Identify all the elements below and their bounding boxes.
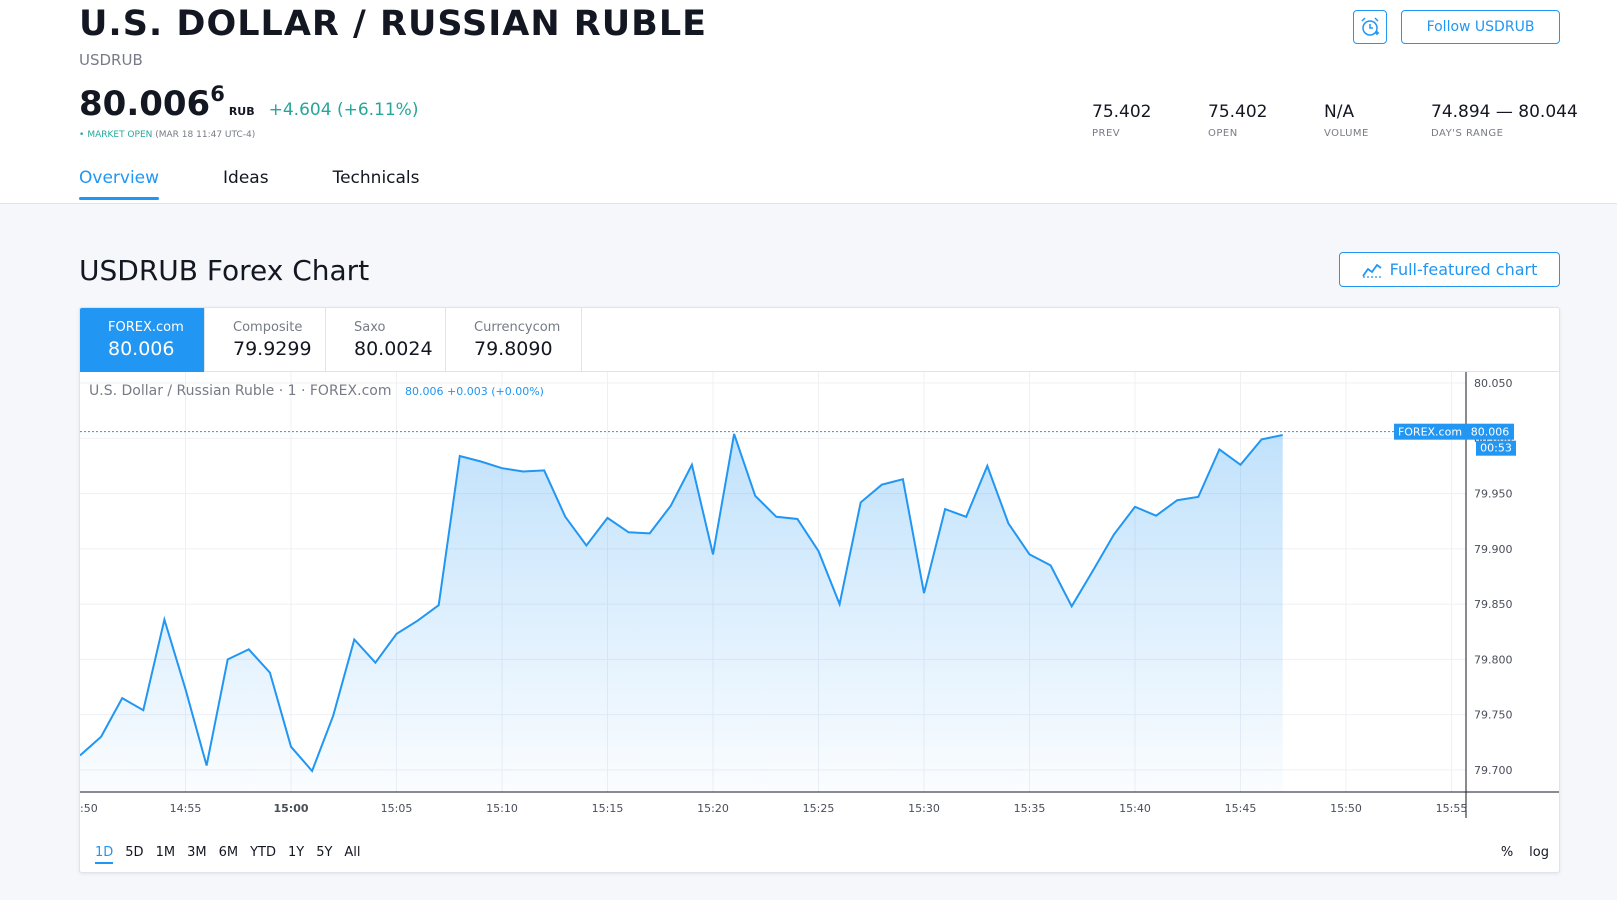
- price-tick-label: 79.850: [1474, 598, 1513, 611]
- last-price-tag-source: FOREX.com: [1398, 426, 1462, 439]
- range-5y[interactable]: 5Y: [316, 845, 333, 860]
- range-ytd[interactable]: YTD: [250, 845, 276, 860]
- stat-label: DAY'S RANGE: [1431, 128, 1504, 139]
- time-tick-label: :50: [80, 802, 98, 815]
- add-alert-button[interactable]: [1353, 10, 1387, 44]
- price-tick-label: 79.800: [1474, 653, 1513, 666]
- price-tick-label: 79.950: [1474, 488, 1513, 501]
- source-price: 79.9299: [233, 338, 312, 360]
- time-tick-label: 14:55: [170, 802, 202, 815]
- full-featured-chart-label: Full-featured chart: [1389, 260, 1538, 279]
- range-1m[interactable]: 1M: [155, 845, 176, 860]
- chart-line-icon: [1361, 263, 1382, 278]
- chart-section-title: USDRUB Forex Chart: [79, 254, 370, 287]
- price-tick-label: 80.050: [1474, 377, 1513, 390]
- stat-label: PREV: [1092, 128, 1121, 139]
- source-name: Composite: [233, 320, 303, 335]
- time-tick-label: 15:20: [697, 802, 729, 815]
- source-price: 80.0024: [354, 338, 433, 360]
- price-tick-label: 79.700: [1474, 764, 1513, 777]
- source-price: 79.8090: [474, 338, 553, 360]
- range-1y[interactable]: 1Y: [287, 845, 305, 860]
- price-currency: RUB: [228, 105, 255, 118]
- stat-prev: 75.402 PREV: [1092, 102, 1151, 139]
- source-name: Saxo: [354, 320, 386, 335]
- source-tab-forexcom[interactable]: FOREX.com 80.006: [80, 308, 205, 372]
- range-1d[interactable]: 1D: [95, 845, 114, 864]
- last-price-sup: 6: [210, 82, 225, 106]
- stat-open: 75.402 OPEN: [1208, 102, 1267, 139]
- source-price: 80.006: [108, 338, 175, 360]
- time-tick-label: 15:50: [1330, 802, 1362, 815]
- time-tick-label: 15:55: [1436, 802, 1468, 815]
- source-tab-currencycom[interactable]: Currencycom 79.8090: [446, 308, 582, 372]
- last-price-tag: FOREX.com 80.006 00:53: [1394, 423, 1516, 456]
- price-tick-label: 79.750: [1474, 709, 1513, 722]
- source-tabs: FOREX.com 80.006 Composite 79.9299 Saxo …: [80, 308, 1559, 372]
- chart-card: FOREX.com 80.006 Composite 79.9299 Saxo …: [79, 307, 1560, 873]
- source-name: FOREX.com: [108, 320, 184, 335]
- symbol-header: U.S. DOLLAR / RUSSIAN RUBLE USDRUB 80.00…: [0, 0, 1617, 204]
- status-dot-icon: •: [79, 130, 85, 140]
- time-tick-label: 15:40: [1119, 802, 1151, 815]
- bar-countdown: 00:53: [1480, 442, 1512, 455]
- price-line: [80, 433, 1283, 773]
- price-area: [80, 433, 1283, 792]
- range-selector: 1D 5D 1M 3M 6M YTD 1Y 5Y All: [95, 845, 373, 864]
- time-tick-label: 15:15: [592, 802, 624, 815]
- stat-label: VOLUME: [1324, 128, 1369, 139]
- page-tabs: Overview Ideas Technicals: [79, 168, 484, 200]
- source-tab-composite[interactable]: Composite 79.9299: [205, 308, 326, 372]
- price-change: +4.604 (+6.11%): [268, 100, 419, 120]
- follow-button[interactable]: Follow USDRUB: [1401, 10, 1560, 44]
- percent-scale-toggle[interactable]: %: [1500, 845, 1514, 860]
- stat-days-range: 74.894 — 80.044 DAY'S RANGE: [1431, 102, 1578, 139]
- source-tab-saxo[interactable]: Saxo 80.0024: [326, 308, 446, 372]
- market-status-label: MARKET OPEN: [87, 130, 153, 140]
- symbol-title: U.S. DOLLAR / RUSSIAN RUBLE: [79, 4, 708, 44]
- range-5d[interactable]: 5D: [125, 845, 144, 860]
- time-tick-label: 15:25: [803, 802, 835, 815]
- price-row: 80.006 6 RUB +4.604 (+6.11%): [79, 82, 419, 124]
- symbol-ticker: USDRUB: [79, 51, 143, 69]
- time-tick-label: 15:45: [1225, 802, 1257, 815]
- last-price: 80.006: [79, 84, 211, 124]
- full-featured-chart-button[interactable]: Full-featured chart: [1339, 252, 1560, 287]
- log-scale-toggle[interactable]: log: [1529, 845, 1549, 860]
- stat-value: 75.402: [1092, 102, 1152, 122]
- chart-legend-values: 80.006 +0.003 (+0.00%): [405, 385, 544, 398]
- price-chart[interactable]: 80.05080.00079.95079.90079.85079.80079.7…: [80, 372, 1560, 842]
- range-6m[interactable]: 6M: [218, 845, 239, 860]
- tab-ideas[interactable]: Ideas: [223, 168, 269, 188]
- stat-volume: N/A VOLUME: [1324, 102, 1369, 139]
- source-name: Currencycom: [474, 320, 561, 335]
- range-3m[interactable]: 3M: [187, 845, 207, 860]
- time-tick-label: 15:30: [908, 802, 940, 815]
- last-price-tag-value: 80.006: [1471, 426, 1510, 439]
- alarm-clock-icon: [1361, 17, 1379, 36]
- chart-legend-title: U.S. Dollar / Russian Ruble · 1 · FOREX.…: [89, 383, 391, 399]
- time-axis: :50 14:55 15:00 15:05 15:10 15:15 15:20 15:25 15…: [80, 802, 1467, 815]
- scale-options: % log: [1501, 845, 1549, 860]
- tab-overview[interactable]: Overview: [79, 168, 160, 200]
- range-all[interactable]: All: [344, 845, 361, 860]
- market-status-time: (MAR 18 11:47 UTC-4): [155, 130, 256, 140]
- time-tick-label: 15:10: [486, 802, 518, 815]
- stat-value: 75.402: [1208, 102, 1268, 122]
- stat-value: 74.894 — 80.044: [1431, 102, 1578, 122]
- time-tick-label: 15:35: [1014, 802, 1046, 815]
- stat-value: N/A: [1324, 102, 1355, 122]
- time-tick-label: 15:00: [273, 802, 308, 815]
- market-status: • MARKET OPEN (MAR 18 11:47 UTC-4): [79, 130, 255, 140]
- stat-label: OPEN: [1208, 128, 1238, 139]
- time-tick-label: 15:05: [381, 802, 413, 815]
- price-tick-label: 79.900: [1474, 543, 1513, 556]
- tab-technicals[interactable]: Technicals: [332, 168, 420, 188]
